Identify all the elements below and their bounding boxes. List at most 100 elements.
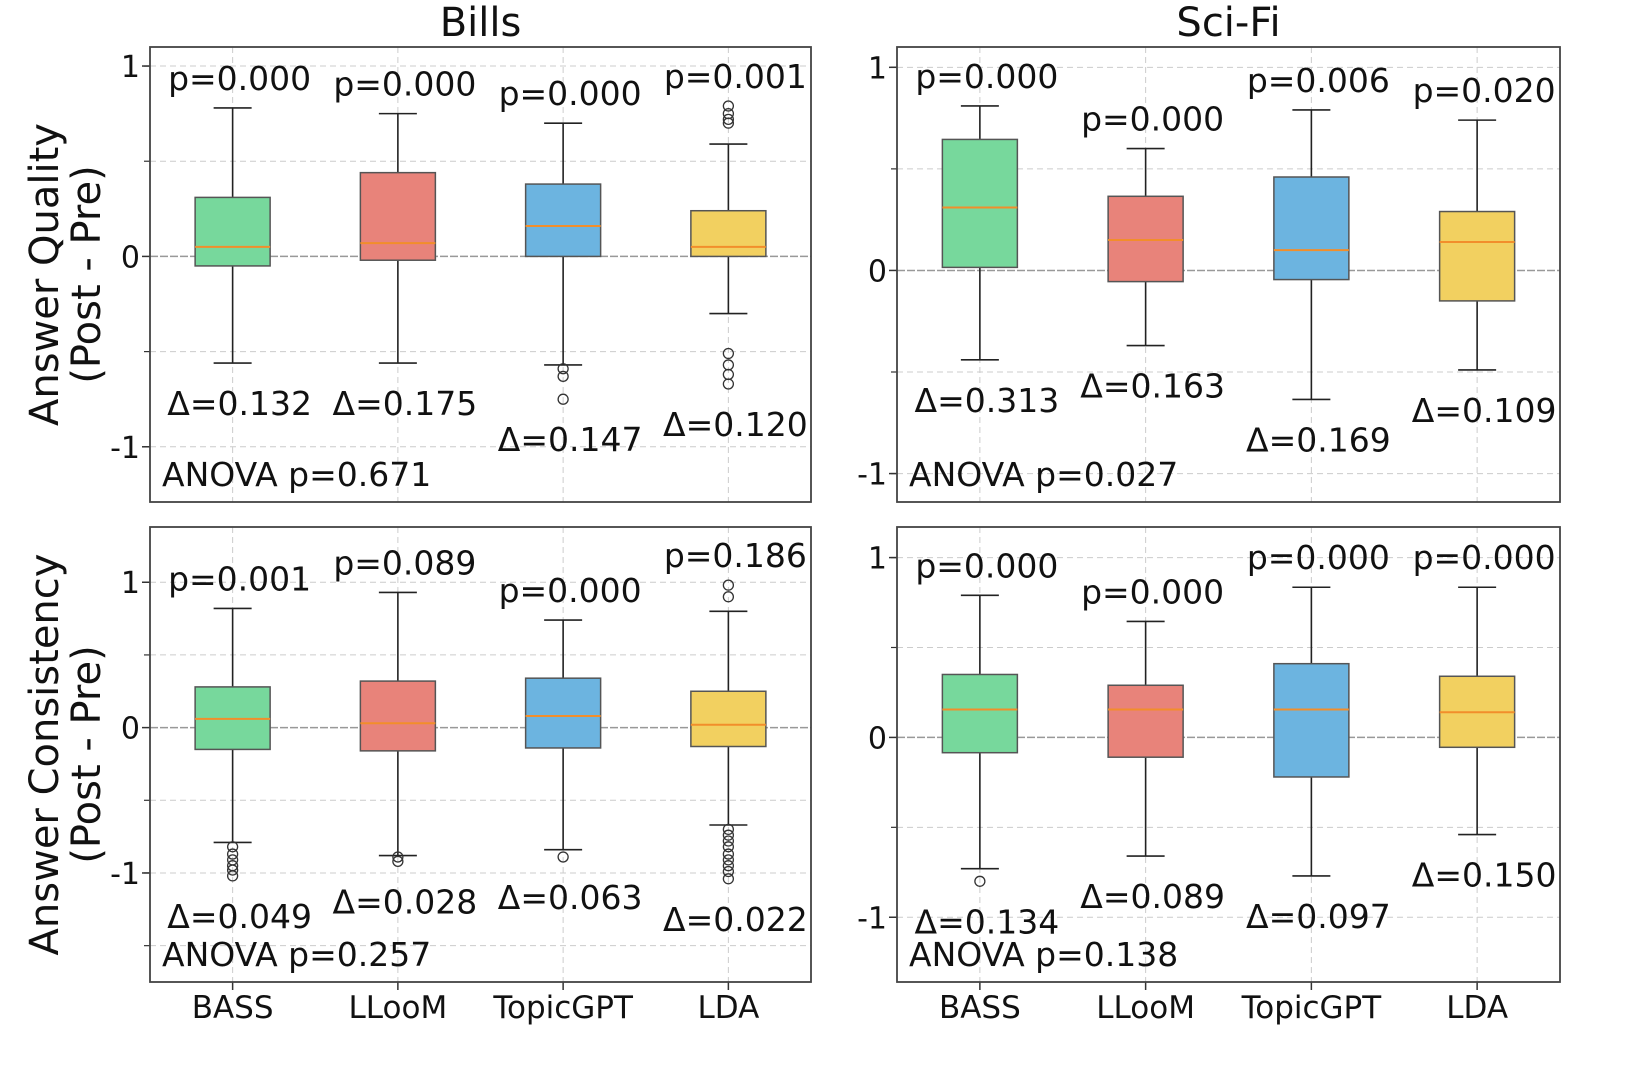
box-TopicGPT: p=0.000 Δ=0.097 bbox=[1246, 538, 1391, 936]
box-iqr bbox=[359, 171, 437, 261]
box-iqr bbox=[1438, 210, 1516, 302]
y-axis-label-line: (Post - Pre) bbox=[64, 645, 110, 863]
p-value-label: p=0.000 bbox=[168, 59, 311, 98]
p-value-label: p=0.000 bbox=[499, 74, 642, 113]
panel-0: 1 0 -1 p=0.000 Δ=0.132 p=0.000 Δ=0.175 p=0.000 Δ… bbox=[22, 0, 812, 503]
delta-label: Δ=0.097 bbox=[1246, 897, 1391, 936]
p-value-label: p=0.000 bbox=[1081, 572, 1224, 611]
delta-label: Δ=0.120 bbox=[663, 405, 808, 444]
y-tick-label: -1 bbox=[110, 857, 140, 892]
outlier-point bbox=[722, 873, 735, 885]
outlier-point bbox=[722, 347, 735, 360]
p-value-label: p=0.089 bbox=[333, 543, 476, 582]
box-iqr bbox=[1107, 195, 1184, 283]
y-tick-label: 0 bbox=[121, 712, 140, 747]
outlier-point bbox=[722, 860, 735, 872]
box-iqr bbox=[690, 209, 767, 258]
box-BASS: p=0.000 Δ=0.134 bbox=[915, 546, 1060, 941]
y-tick-label: 1 bbox=[121, 566, 140, 601]
box-TopicGPT: p=0.000 Δ=0.063 bbox=[498, 571, 643, 917]
outlier-point bbox=[722, 854, 735, 866]
box-TopicGPT: p=0.006 Δ=0.169 bbox=[1246, 61, 1391, 459]
box-iqr bbox=[690, 690, 767, 748]
outlier-point bbox=[722, 117, 735, 129]
delta-label: Δ=0.028 bbox=[333, 882, 478, 921]
outlier-point bbox=[722, 829, 735, 841]
p-value-label: p=0.000 bbox=[333, 65, 476, 104]
box-LDA: p=0.000 Δ=0.150 bbox=[1412, 538, 1557, 894]
y-axis-label: Answer Consistency(Post - Pre) bbox=[22, 554, 110, 956]
outlier-point bbox=[557, 370, 569, 383]
delta-label: Δ=0.063 bbox=[498, 878, 643, 917]
p-value-label: p=0.006 bbox=[1247, 61, 1390, 100]
p-value-label: p=0.000 bbox=[915, 57, 1058, 96]
outlier-point bbox=[557, 393, 569, 405]
box-LLooM: p=0.089 Δ=0.028 bbox=[333, 543, 478, 921]
delta-label: Δ=0.147 bbox=[498, 420, 643, 459]
outlier-point bbox=[557, 851, 569, 863]
delta-label: Δ=0.134 bbox=[915, 902, 1060, 941]
outlier-point bbox=[722, 835, 735, 847]
box-TopicGPT: p=0.000 Δ=0.147 bbox=[498, 74, 643, 459]
y-axis-label-line: (Post - Pre) bbox=[64, 165, 110, 383]
p-value-label: p=0.000 bbox=[1081, 100, 1224, 139]
outlier-point bbox=[226, 848, 239, 860]
box-iqr bbox=[941, 673, 1019, 754]
box-BASS: p=0.000 Δ=0.132 bbox=[167, 59, 312, 423]
x-tick-label: LDA bbox=[1446, 990, 1508, 1026]
plot-frame bbox=[896, 526, 1561, 983]
outlier-point bbox=[722, 865, 735, 878]
y-tick-label: 1 bbox=[868, 542, 887, 577]
delta-label: Δ=0.109 bbox=[1412, 391, 1557, 430]
plot-frame bbox=[149, 526, 812, 983]
outlier-point bbox=[392, 855, 404, 867]
panel-3: 1 0 -1 p=0.000 Δ=0.134 BASS p=0.000 Δ=0.089 LLoo… bbox=[857, 526, 1561, 1026]
delta-label: Δ=0.132 bbox=[167, 384, 312, 423]
delta-label: Δ=0.169 bbox=[1246, 420, 1391, 459]
delta-label: Δ=0.150 bbox=[1412, 856, 1557, 895]
y-tick-label: -1 bbox=[110, 431, 140, 466]
outlier-point bbox=[722, 100, 735, 112]
box-BASS: p=0.001 Δ=0.049 bbox=[167, 559, 312, 935]
y-axis-label: Answer Quality(Post - Pre) bbox=[22, 123, 110, 426]
delta-label: Δ=0.022 bbox=[663, 900, 808, 939]
panel-title: Sci-Fi bbox=[1176, 0, 1280, 46]
box-iqr bbox=[524, 183, 602, 258]
outlier-point bbox=[722, 591, 735, 603]
p-value-label: p=0.000 bbox=[1247, 538, 1390, 577]
box-iqr bbox=[941, 138, 1019, 269]
box-LDA: p=0.020 Δ=0.109 bbox=[1412, 71, 1557, 430]
box-LLooM: p=0.000 Δ=0.175 bbox=[333, 65, 478, 423]
outlier-point bbox=[226, 870, 239, 882]
panel-title: Bills bbox=[440, 0, 522, 46]
anova-label: ANOVA p=0.027 bbox=[909, 455, 1178, 494]
anova-label: ANOVA p=0.138 bbox=[909, 935, 1178, 974]
p-value-label: p=0.000 bbox=[1413, 538, 1556, 577]
p-value-label: p=0.000 bbox=[499, 571, 642, 610]
plot-frame bbox=[149, 46, 812, 503]
box-iqr bbox=[1273, 176, 1350, 281]
y-tick-label: -1 bbox=[857, 901, 887, 936]
panel-1: 1 0 -1 p=0.000 Δ=0.313 p=0.000 Δ=0.163 p=0.006 Δ… bbox=[857, 0, 1561, 503]
delta-label: Δ=0.049 bbox=[167, 897, 312, 936]
p-value-label: p=0.001 bbox=[664, 57, 807, 96]
x-tick-label: BASS bbox=[192, 990, 274, 1026]
outlier-point bbox=[722, 579, 735, 591]
x-tick-label: LDA bbox=[697, 990, 759, 1026]
box-iqr bbox=[359, 680, 437, 752]
x-tick-label: LLooM bbox=[349, 990, 448, 1026]
box-BASS: p=0.000 Δ=0.313 bbox=[915, 57, 1060, 420]
p-value-label: p=0.186 bbox=[664, 536, 807, 575]
outlier-point bbox=[226, 864, 239, 876]
anova-label: ANOVA p=0.257 bbox=[162, 935, 431, 974]
y-tick-label: 0 bbox=[868, 254, 887, 289]
y-tick-label: 1 bbox=[868, 51, 887, 86]
box-LLooM: p=0.000 Δ=0.163 bbox=[1080, 100, 1225, 406]
delta-label: Δ=0.089 bbox=[1080, 877, 1225, 916]
box-LDA: p=0.001 Δ=0.120 bbox=[663, 57, 808, 444]
x-tick-label: BASS bbox=[939, 990, 1021, 1026]
outlier-point bbox=[722, 848, 735, 860]
outlier-point bbox=[722, 841, 735, 853]
outlier-point bbox=[722, 378, 735, 390]
y-tick-label: 1 bbox=[121, 50, 140, 85]
